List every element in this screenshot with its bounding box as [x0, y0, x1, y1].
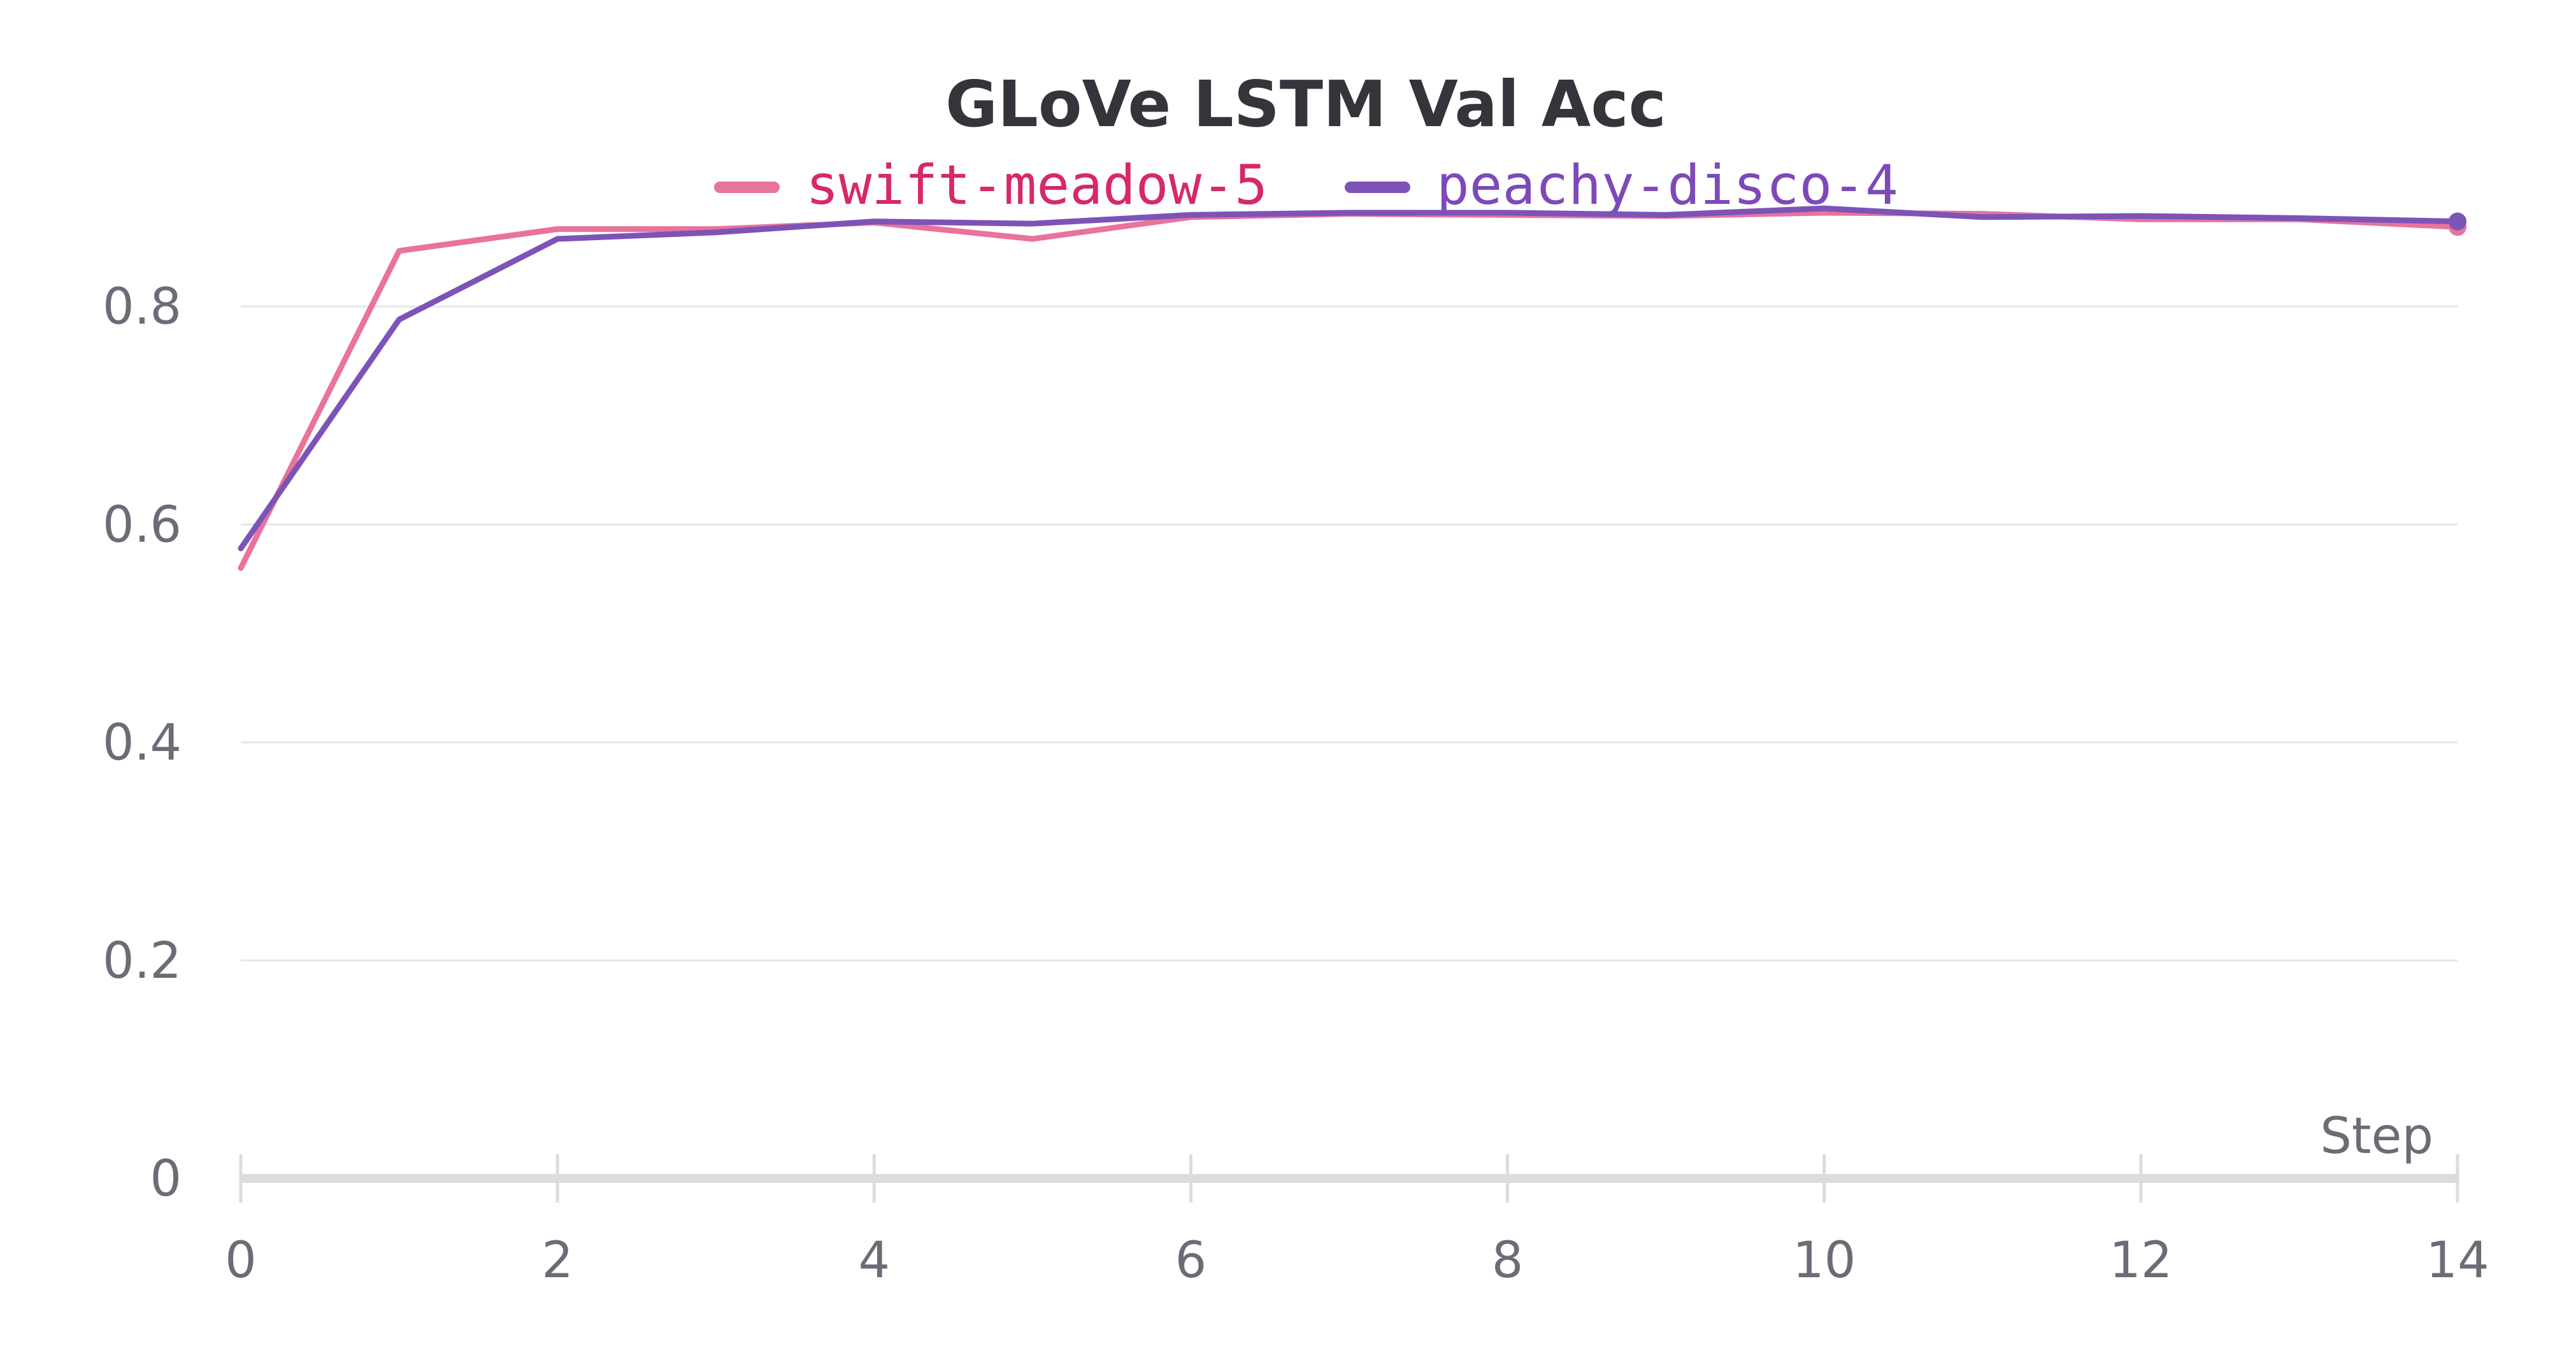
chart-title: GLoVe LSTM Val Acc: [945, 67, 1666, 141]
x-tick-label: 0: [225, 1232, 257, 1289]
x-tick-label: 4: [858, 1232, 890, 1289]
x-tick-label: 14: [2426, 1232, 2489, 1289]
x-axis-title: Step: [2320, 1108, 2433, 1165]
x-tick-label: 2: [541, 1232, 573, 1289]
y-tick-label: 0: [150, 1150, 182, 1208]
series-line-peachy-disco-4: [238, 205, 2461, 552]
x-tick-label: 10: [1792, 1232, 1856, 1289]
y-tick-label: 0.6: [103, 496, 182, 554]
series-endpoint-peachy-disco-4: [2449, 212, 2466, 231]
y-tick-label: 0.2: [103, 933, 182, 990]
y-tick-label: 0.4: [103, 715, 182, 772]
x-tick-label: 8: [1492, 1232, 1524, 1289]
y-axis: 0 0.2 0.4 0.6 0.8: [103, 278, 182, 1208]
x-axis: 0 2 4 6 8 10 12 14: [225, 1154, 2489, 1289]
gridlines: [241, 305, 2458, 962]
x-tick-label: 6: [1175, 1232, 1207, 1289]
x-tick-label: 12: [2109, 1232, 2172, 1289]
legend: swift-meadow-5 peachy-disco-4: [714, 154, 1898, 217]
y-tick-label: 0.8: [103, 278, 182, 336]
series-line-swift-meadow-5: [238, 210, 2461, 571]
legend-label: swift-meadow-5: [806, 154, 1268, 217]
series-layer: [238, 205, 2466, 571]
